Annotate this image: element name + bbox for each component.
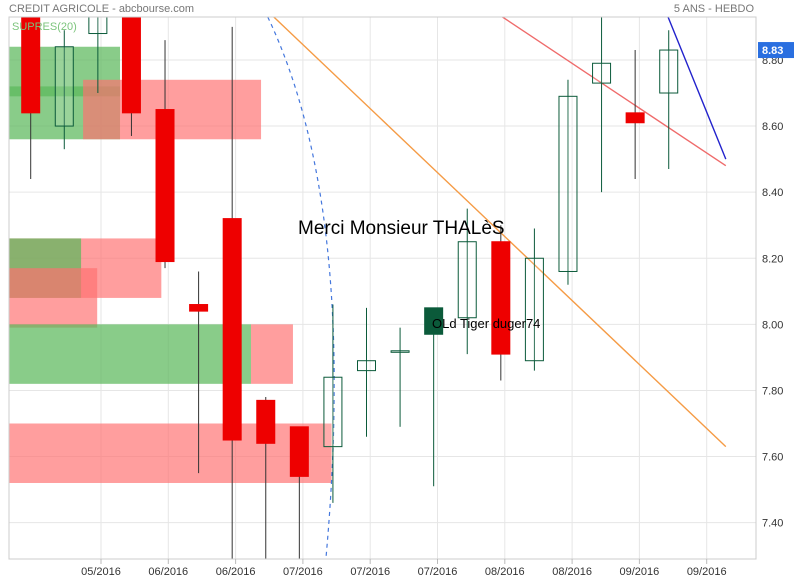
x-tick-label: 06/2016: [148, 566, 188, 578]
candle-bearish: [289, 426, 309, 559]
x-tick-label: 07/2016: [418, 566, 458, 578]
chart-title: CREDIT AGRICOLE - abcbourse.com: [9, 3, 194, 15]
x-tick-label: 07/2016: [350, 566, 390, 578]
candle-body: [491, 241, 511, 355]
annotation-signature: OLd Tiger duger74: [432, 316, 540, 331]
candle-bullish: [524, 228, 544, 371]
candle-body: [424, 307, 444, 335]
x-tick-label: 05/2016: [81, 566, 121, 578]
y-tick-label: 7.40: [762, 518, 783, 530]
y-tick-label: 7.80: [762, 385, 783, 397]
candle-body: [524, 257, 544, 362]
candle-bullish: [54, 30, 74, 150]
candle-bullish: [592, 17, 612, 193]
x-tick-label: 08/2016: [552, 566, 592, 578]
candle-body: [592, 62, 612, 84]
candle-body: [155, 109, 175, 263]
candle-bullish: [659, 30, 679, 170]
x-axis: 05/2016 06/2016 06/2016 07/2016 07/2016 07/20…: [81, 559, 727, 578]
candle-body: [121, 16, 141, 114]
support-zone: [9, 324, 251, 384]
x-tick-label: 07/2016: [283, 566, 323, 578]
candle-bearish: [222, 26, 242, 559]
candle-body: [558, 95, 578, 272]
candle-body: [289, 426, 309, 477]
resistance-zone: [9, 423, 332, 483]
last-price-badge-box: [758, 42, 794, 59]
candle-bearish: [491, 225, 511, 381]
x-tick-label: 06/2016: [216, 566, 256, 578]
candle-body: [256, 399, 276, 444]
candle-body: [222, 218, 242, 441]
candle-bullish: [457, 208, 477, 355]
indicator-label: SUPRES(20): [12, 21, 77, 33]
x-tick-label: 09/2016: [687, 566, 727, 578]
candle-bullish: [323, 304, 343, 503]
trendlines: [267, 17, 727, 559]
y-tick-label: 7.60: [762, 452, 783, 464]
dashed-arc: [267, 17, 335, 559]
candle-body: [457, 241, 477, 319]
candles: [21, 16, 679, 559]
candle-bullish: [390, 327, 410, 427]
candle-body: [390, 350, 410, 353]
candle-body: [189, 304, 209, 312]
blue-trendline: [667, 17, 727, 160]
candle-bearish: [189, 271, 209, 474]
annotation-main-text: Merci Monsieur THALèS: [298, 218, 505, 239]
red-trendline: [502, 17, 727, 167]
y-tick-label: 8.00: [762, 319, 783, 331]
candle-bullish: [558, 79, 578, 285]
candle-body: [357, 360, 376, 372]
y-axis: 7.40 7.60 7.80 8.00 8.20 8.40 8.60 8.80: [762, 55, 783, 530]
candle-body: [659, 49, 679, 94]
candle-body: [625, 112, 645, 124]
candle-bearish: [256, 397, 276, 559]
last-price-badge: 8.83: [758, 42, 794, 59]
x-tick-label: 09/2016: [620, 566, 660, 578]
last-price-value: 8.83: [762, 45, 783, 57]
y-tick-label: 8.40: [762, 187, 783, 199]
orange-trendline: [273, 17, 727, 448]
candle-body: [323, 376, 343, 448]
candle-body: [54, 46, 74, 127]
candle-bearish: [625, 50, 645, 179]
candle-bullish: [357, 307, 376, 437]
y-tick-label: 8.80: [762, 55, 783, 67]
candle-body: [88, 16, 108, 35]
x-tick-label: 08/2016: [485, 566, 525, 578]
candle-bullish: [424, 307, 444, 487]
y-tick-label: 8.60: [762, 121, 783, 133]
candle-bearish: [155, 40, 175, 269]
resistance-zone: [9, 268, 98, 328]
plot-frame: [8, 16, 757, 560]
y-tick-label: 8.20: [762, 253, 783, 265]
resistance-zone: [250, 324, 293, 384]
period-label: 5 ANS - HEBDO: [674, 3, 755, 15]
